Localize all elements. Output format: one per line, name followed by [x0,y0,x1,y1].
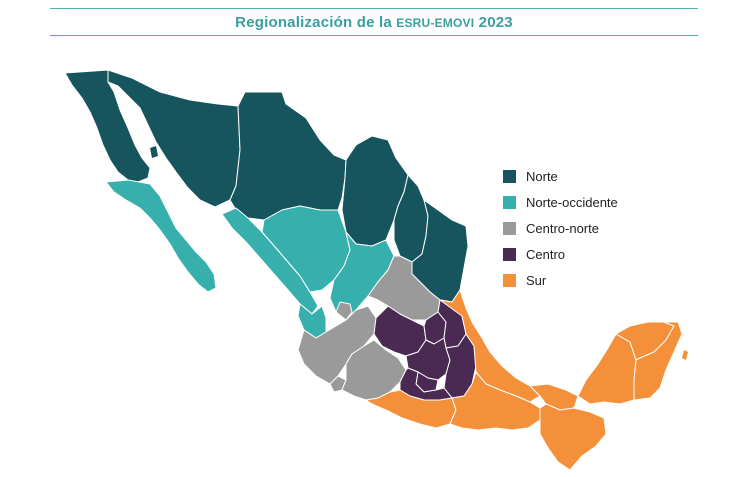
state-sinaloa [221,207,319,315]
state-jalisco [297,305,377,385]
island-tiburon [150,146,158,158]
title-bar: Regionalización de la ESRU-EMOVI 2023 [50,8,698,36]
legend-item-centro: Centro [503,241,618,267]
title-year: 2023 [474,13,513,31]
legend-item-sur: Sur [503,267,618,293]
region-norte [64,69,469,303]
legend-swatch-norte [503,169,516,183]
legend-label-centro: Centro [526,246,566,262]
state-baja-california-sur [105,179,217,293]
state-chiapas [539,403,607,471]
state-quintana-roo [633,321,683,401]
legend-swatch-norte-occidente [503,195,516,209]
legend: Norte Norte-occidente Centro-norte Centr… [503,163,618,293]
state-baja-california [64,69,151,183]
state-sonora [107,69,241,208]
region-norte-occidente [105,179,395,339]
state-zacatecas [329,231,395,321]
legend-label-centro-norte: Centro-norte [526,220,599,236]
state-aguascalientes [335,301,353,321]
state-campeche [577,333,637,405]
island-cozumel [682,350,688,360]
state-chihuahua [229,91,347,221]
legend-item-centro-norte: Centro-norte [503,215,618,241]
legend-item-norte-occidente: Norte-occidente [503,189,618,215]
legend-label-norte: Norte [526,168,558,184]
legend-label-sur: Sur [526,272,547,288]
region-sur [365,289,683,471]
region-centro [373,299,477,401]
survey-name: ESRU-EMOVI [396,15,475,30]
legend-swatch-centro [503,247,516,261]
islands [150,146,688,360]
legend-label-norte-occidente: Norte-occidente [526,194,618,210]
legend-swatch-centro-norte [503,221,516,235]
region-centro-norte [297,255,441,401]
map-title: Regionalización de la ESRU-EMOVI 2023 [235,13,513,31]
legend-item-norte: Norte [503,163,618,189]
legend-swatch-sur [503,273,516,287]
